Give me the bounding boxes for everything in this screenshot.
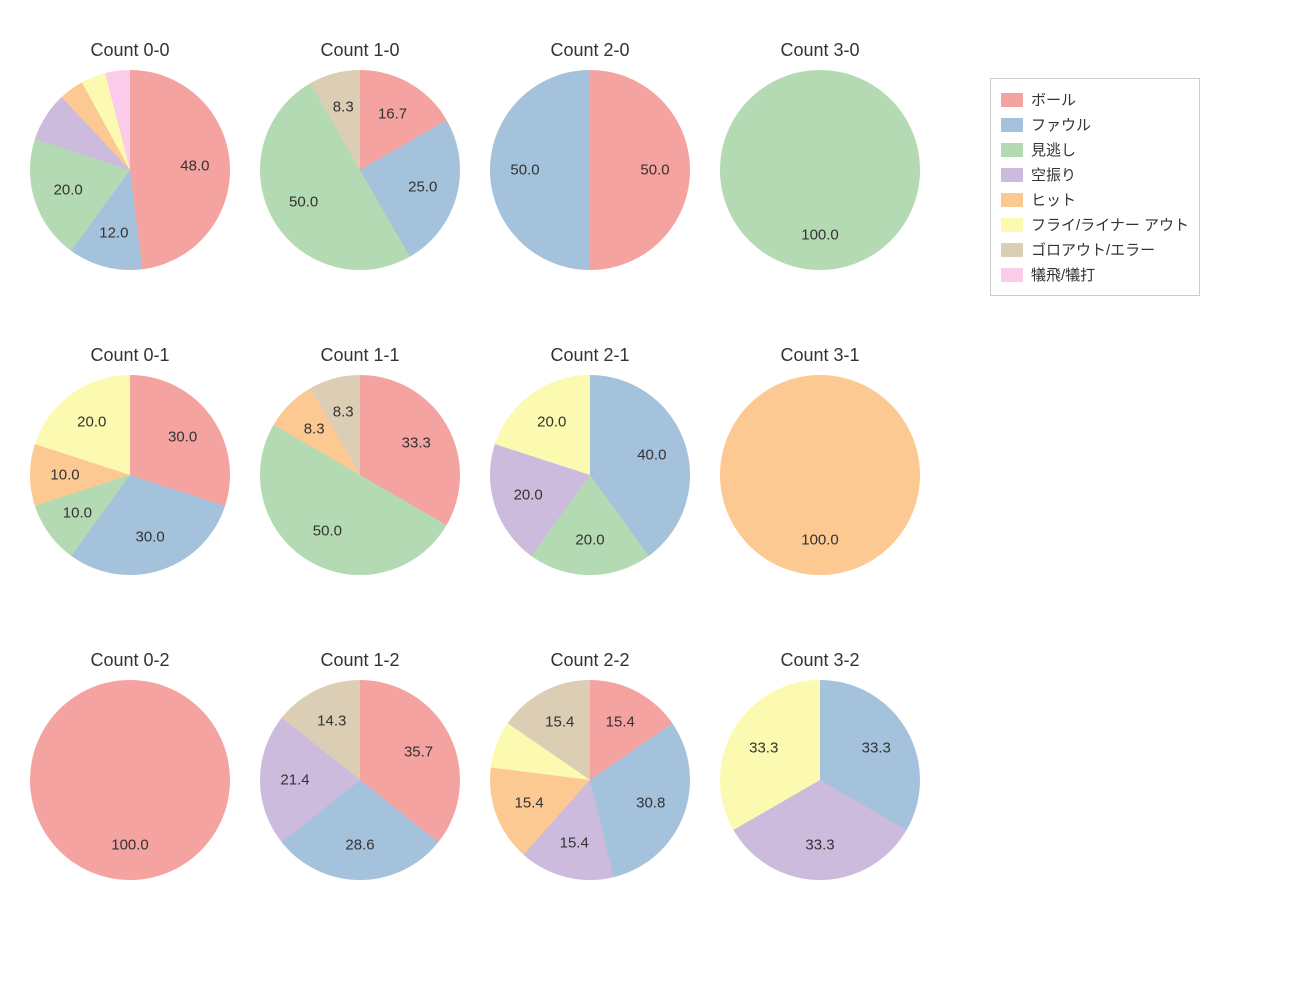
pie-slice-label: 15.4	[606, 714, 635, 731]
pie-slice-label: 48.0	[180, 157, 209, 174]
pie-slice-label: 50.0	[510, 162, 539, 179]
legend-label: 犠飛/犠打	[1031, 264, 1095, 285]
legend-item: ゴロアウト/エラー	[1001, 237, 1189, 262]
pie-slice-label: 20.0	[575, 532, 604, 549]
pie-slice-label: 100.0	[111, 837, 149, 854]
pie-title: Count 1-1	[260, 345, 460, 366]
pie-disc	[490, 680, 690, 880]
pie-slice-label: 30.8	[636, 795, 665, 812]
pie-c31: Count 3-1100.0	[720, 375, 920, 575]
pie-c32: Count 3-233.333.333.3	[720, 680, 920, 880]
pie-title: Count 0-2	[30, 650, 230, 671]
pie-slice-label: 15.4	[545, 714, 574, 731]
pie-slice-label: 8.3	[333, 99, 354, 116]
pie-slice-label: 40.0	[637, 446, 666, 463]
pie-c20: Count 2-050.050.0	[490, 70, 690, 270]
legend-label: 空振り	[1031, 164, 1076, 185]
legend-item: 見逃し	[1001, 137, 1189, 162]
legend-item: フライ/ライナー アウト	[1001, 212, 1189, 237]
pie-slice-label: 20.0	[514, 487, 543, 504]
pie-slice-label: 100.0	[801, 532, 839, 549]
pie-slice-label: 8.3	[333, 404, 354, 421]
legend: ボールファウル見逃し空振りヒットフライ/ライナー アウトゴロアウト/エラー犠飛/…	[990, 78, 1200, 296]
pie-title: Count 1-0	[260, 40, 460, 61]
legend-swatch	[1001, 193, 1023, 207]
legend-item: ボール	[1001, 87, 1189, 112]
pie-slice-label: 30.0	[168, 428, 197, 445]
legend-swatch	[1001, 143, 1023, 157]
pie-slice-label: 33.3	[402, 434, 431, 451]
pie-slice-label: 8.3	[304, 420, 325, 437]
pie-slice-label: 30.0	[135, 528, 164, 545]
pie-slice-label: 35.7	[404, 743, 433, 760]
pie-slice-label: 10.0	[50, 467, 79, 484]
pie-slice-label: 100.0	[801, 227, 839, 244]
pie-title: Count 2-0	[490, 40, 690, 61]
pie-disc	[260, 70, 460, 270]
pie-slice-label: 12.0	[99, 224, 128, 241]
pie-slice-label: 33.3	[862, 739, 891, 756]
pie-slice-label: 20.0	[54, 182, 83, 199]
pie-slice-label: 14.3	[317, 713, 346, 730]
pie-slice-label: 10.0	[63, 505, 92, 522]
legend-swatch	[1001, 168, 1023, 182]
pie-title: Count 1-2	[260, 650, 460, 671]
legend-swatch	[1001, 243, 1023, 257]
pie-c00: Count 0-048.012.020.0	[30, 70, 230, 270]
pie-title: Count 2-2	[490, 650, 690, 671]
pie-disc	[260, 375, 460, 575]
pie-slice-label: 25.0	[408, 178, 437, 195]
pie-slice-label: 15.4	[515, 794, 544, 811]
legend-swatch	[1001, 93, 1023, 107]
pie-title: Count 0-1	[30, 345, 230, 366]
pie-slice-label: 20.0	[537, 414, 566, 431]
legend-label: ボール	[1031, 89, 1076, 110]
legend-swatch	[1001, 118, 1023, 132]
pie-slice-label: 50.0	[289, 194, 318, 211]
legend-item: ヒット	[1001, 187, 1189, 212]
pie-slice-label: 33.3	[805, 837, 834, 854]
pie-c01: Count 0-130.030.010.010.020.0	[30, 375, 230, 575]
chart-grid: Count 0-0 48.0 12.0 20.0 Count 1-0 16.7 25.0 50…	[0, 0, 1300, 1000]
pie-c11: Count 1-133.350.08.38.3	[260, 375, 460, 575]
pie-slice-label: 50.0	[640, 162, 669, 179]
pie-slice-label: 28.6	[345, 837, 374, 854]
pie-c22: Count 2-215.430.815.415.415.4	[490, 680, 690, 880]
legend-label: フライ/ライナー アウト	[1031, 214, 1189, 235]
pie-title: Count 2-1	[490, 345, 690, 366]
pie-title: Count 3-2	[720, 650, 920, 671]
legend-label: ファウル	[1031, 114, 1091, 135]
pie-slice-label: 33.3	[749, 739, 778, 756]
pie-slice-label: 16.7	[378, 105, 407, 122]
pie-slice-label: 21.4	[280, 772, 309, 789]
legend-swatch	[1001, 218, 1023, 232]
legend-item: 犠飛/犠打	[1001, 262, 1189, 287]
pie-c12: Count 1-235.728.621.414.3	[260, 680, 460, 880]
pie-slice-label: 15.4	[560, 835, 589, 852]
pie-slice-label: 50.0	[313, 523, 342, 540]
legend-item: 空振り	[1001, 162, 1189, 187]
legend-label: ゴロアウト/エラー	[1031, 239, 1155, 260]
legend-item: ファウル	[1001, 112, 1189, 137]
pie-title: Count 0-0	[30, 40, 230, 61]
legend-label: ヒット	[1031, 189, 1076, 210]
pie-slice-label: 20.0	[77, 414, 106, 431]
legend-swatch	[1001, 268, 1023, 282]
pie-title: Count 3-0	[720, 40, 920, 61]
pie-c10: Count 1-016.725.050.08.3	[260, 70, 460, 270]
pie-c21: Count 2-140.020.020.020.0	[490, 375, 690, 575]
legend-label: 見逃し	[1031, 139, 1076, 160]
pie-title: Count 3-1	[720, 345, 920, 366]
pie-c02: Count 0-2100.0	[30, 680, 230, 880]
pie-c30: Count 3-0100.0	[720, 70, 920, 270]
